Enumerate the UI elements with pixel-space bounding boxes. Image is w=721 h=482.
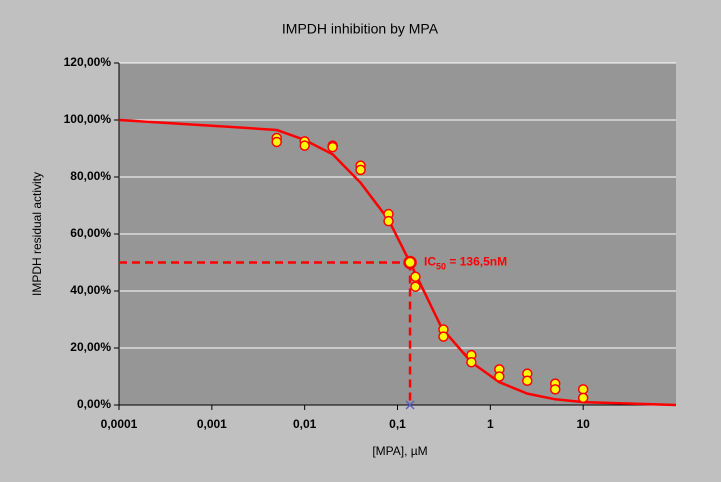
x-tick-label: 1 (487, 417, 494, 431)
y-tick-label: 60,00% (70, 226, 111, 240)
data-point (299, 140, 310, 151)
x-axis-label: [MPA], µM (372, 444, 427, 458)
x-tick-label: 0,01 (293, 417, 317, 431)
ic50-label: IC50 = 136,5nM (424, 255, 507, 272)
y-tick-label: 0,00% (77, 397, 111, 411)
data-point (327, 141, 338, 153)
ic50-point (403, 255, 417, 270)
data-point (577, 392, 589, 404)
chart-title: IMPDH inhibition by MPA (282, 21, 439, 37)
data-point (383, 215, 394, 227)
data-point (577, 384, 589, 395)
ic50-label-part: 50 (436, 262, 446, 272)
data-point (466, 357, 477, 368)
data-point (410, 281, 421, 292)
ic50-axis-marker (405, 400, 415, 410)
y-tick-label: 40,00% (70, 283, 111, 297)
data-point (494, 371, 505, 382)
data-point (438, 331, 449, 342)
data-point (549, 384, 561, 395)
data-point (410, 271, 421, 282)
ic50-label-part: IC (424, 255, 436, 269)
x-tick-label: 0,001 (197, 417, 227, 431)
x-tick-label: 0,0001 (101, 417, 138, 431)
x-tick-label: 10 (576, 417, 590, 431)
y-tick-label: 120,00% (64, 55, 112, 69)
ic50-label-part: = 136,5nM (446, 255, 507, 269)
data-point (271, 136, 282, 148)
y-axis-label: IMPDH residual activity (30, 172, 44, 296)
y-tick-label: 20,00% (70, 340, 111, 354)
data-point (355, 164, 366, 176)
y-tick-label: 80,00% (70, 169, 111, 183)
x-tick-label: 0,1 (389, 417, 406, 431)
data-point (522, 375, 533, 387)
y-tick-label: 100,00% (64, 112, 112, 126)
